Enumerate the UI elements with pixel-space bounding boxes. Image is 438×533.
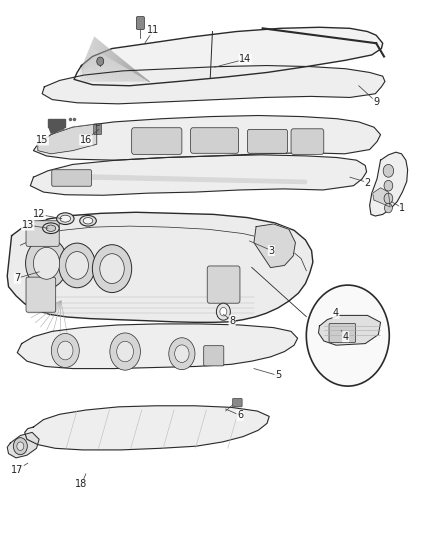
FancyBboxPatch shape xyxy=(132,128,182,155)
Circle shape xyxy=(384,180,393,191)
Circle shape xyxy=(384,193,393,204)
Polygon shape xyxy=(17,324,297,368)
Text: 3: 3 xyxy=(268,246,275,255)
Circle shape xyxy=(385,203,392,213)
Polygon shape xyxy=(370,152,408,216)
Ellipse shape xyxy=(80,215,96,226)
Circle shape xyxy=(117,341,134,362)
Circle shape xyxy=(306,285,389,386)
Polygon shape xyxy=(42,66,385,104)
Text: 6: 6 xyxy=(237,410,243,421)
Circle shape xyxy=(51,334,79,368)
Text: 8: 8 xyxy=(229,316,235,326)
Polygon shape xyxy=(254,224,295,268)
FancyBboxPatch shape xyxy=(94,124,102,135)
Text: 5: 5 xyxy=(275,370,281,381)
Circle shape xyxy=(175,345,189,362)
Circle shape xyxy=(66,252,88,279)
Circle shape xyxy=(13,438,27,455)
FancyBboxPatch shape xyxy=(52,169,92,186)
Polygon shape xyxy=(49,127,64,141)
FancyBboxPatch shape xyxy=(233,398,242,407)
Circle shape xyxy=(92,245,132,293)
Circle shape xyxy=(58,341,73,360)
Circle shape xyxy=(169,338,195,369)
Circle shape xyxy=(59,243,95,288)
Text: 13: 13 xyxy=(21,220,34,230)
Text: 16: 16 xyxy=(80,135,92,145)
Circle shape xyxy=(216,303,230,320)
Text: 15: 15 xyxy=(36,135,48,145)
Circle shape xyxy=(17,442,24,450)
Ellipse shape xyxy=(57,213,74,224)
FancyBboxPatch shape xyxy=(191,128,239,154)
Text: 11: 11 xyxy=(147,25,159,35)
Circle shape xyxy=(100,254,124,284)
Polygon shape xyxy=(7,212,313,322)
FancyBboxPatch shape xyxy=(291,129,324,155)
Polygon shape xyxy=(7,432,39,458)
Circle shape xyxy=(110,333,141,370)
Polygon shape xyxy=(33,116,381,160)
Polygon shape xyxy=(318,316,381,345)
Text: 4: 4 xyxy=(333,308,339,318)
Text: 4: 4 xyxy=(343,332,349,342)
Ellipse shape xyxy=(42,223,59,233)
Polygon shape xyxy=(373,188,390,207)
Text: 2: 2 xyxy=(364,177,371,188)
Polygon shape xyxy=(48,119,65,127)
FancyBboxPatch shape xyxy=(207,266,240,303)
Polygon shape xyxy=(53,174,306,183)
Text: 14: 14 xyxy=(239,54,251,64)
Text: 1: 1 xyxy=(399,203,406,213)
Circle shape xyxy=(97,57,104,66)
Circle shape xyxy=(220,308,227,316)
FancyBboxPatch shape xyxy=(247,130,288,154)
Circle shape xyxy=(383,165,394,177)
Ellipse shape xyxy=(46,225,56,231)
FancyBboxPatch shape xyxy=(26,277,56,312)
Ellipse shape xyxy=(60,215,71,222)
Circle shape xyxy=(25,238,67,289)
FancyBboxPatch shape xyxy=(26,221,59,246)
Polygon shape xyxy=(25,406,269,450)
Text: 17: 17 xyxy=(11,465,24,474)
Ellipse shape xyxy=(83,217,93,224)
Polygon shape xyxy=(30,155,367,195)
Text: 12: 12 xyxy=(33,209,45,220)
Text: 9: 9 xyxy=(373,96,379,107)
FancyBboxPatch shape xyxy=(329,324,356,343)
Polygon shape xyxy=(38,124,97,154)
FancyBboxPatch shape xyxy=(204,346,224,366)
Text: 7: 7 xyxy=(14,273,21,283)
Circle shape xyxy=(33,247,60,279)
Text: 18: 18 xyxy=(75,480,88,489)
FancyBboxPatch shape xyxy=(137,17,145,29)
Polygon shape xyxy=(74,27,383,86)
